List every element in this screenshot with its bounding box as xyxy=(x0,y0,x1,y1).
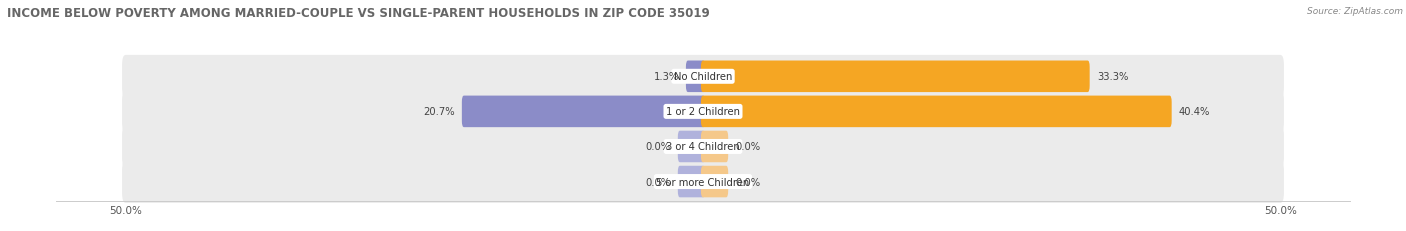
FancyBboxPatch shape xyxy=(122,125,1284,168)
Text: 1.3%: 1.3% xyxy=(654,72,679,82)
FancyBboxPatch shape xyxy=(122,56,1284,98)
Text: INCOME BELOW POVERTY AMONG MARRIED-COUPLE VS SINGLE-PARENT HOUSEHOLDS IN ZIP COD: INCOME BELOW POVERTY AMONG MARRIED-COUPL… xyxy=(7,7,710,20)
Text: 0.0%: 0.0% xyxy=(735,177,761,187)
Text: 0.0%: 0.0% xyxy=(735,142,761,152)
FancyBboxPatch shape xyxy=(461,96,704,128)
Text: 33.3%: 33.3% xyxy=(1097,72,1128,82)
Text: 3 or 4 Children: 3 or 4 Children xyxy=(666,142,740,152)
Text: No Children: No Children xyxy=(673,72,733,82)
FancyBboxPatch shape xyxy=(702,96,1171,128)
FancyBboxPatch shape xyxy=(122,91,1284,133)
FancyBboxPatch shape xyxy=(686,61,704,93)
Text: 40.4%: 40.4% xyxy=(1178,107,1211,117)
Text: 5 or more Children: 5 or more Children xyxy=(657,177,749,187)
FancyBboxPatch shape xyxy=(122,161,1284,203)
Text: 0.0%: 0.0% xyxy=(645,177,671,187)
Text: 0.0%: 0.0% xyxy=(645,142,671,152)
Text: 20.7%: 20.7% xyxy=(423,107,454,117)
Text: Source: ZipAtlas.com: Source: ZipAtlas.com xyxy=(1308,7,1403,16)
FancyBboxPatch shape xyxy=(678,131,704,163)
FancyBboxPatch shape xyxy=(702,61,1090,93)
Text: 1 or 2 Children: 1 or 2 Children xyxy=(666,107,740,117)
FancyBboxPatch shape xyxy=(678,166,704,198)
FancyBboxPatch shape xyxy=(702,166,728,198)
FancyBboxPatch shape xyxy=(702,131,728,163)
